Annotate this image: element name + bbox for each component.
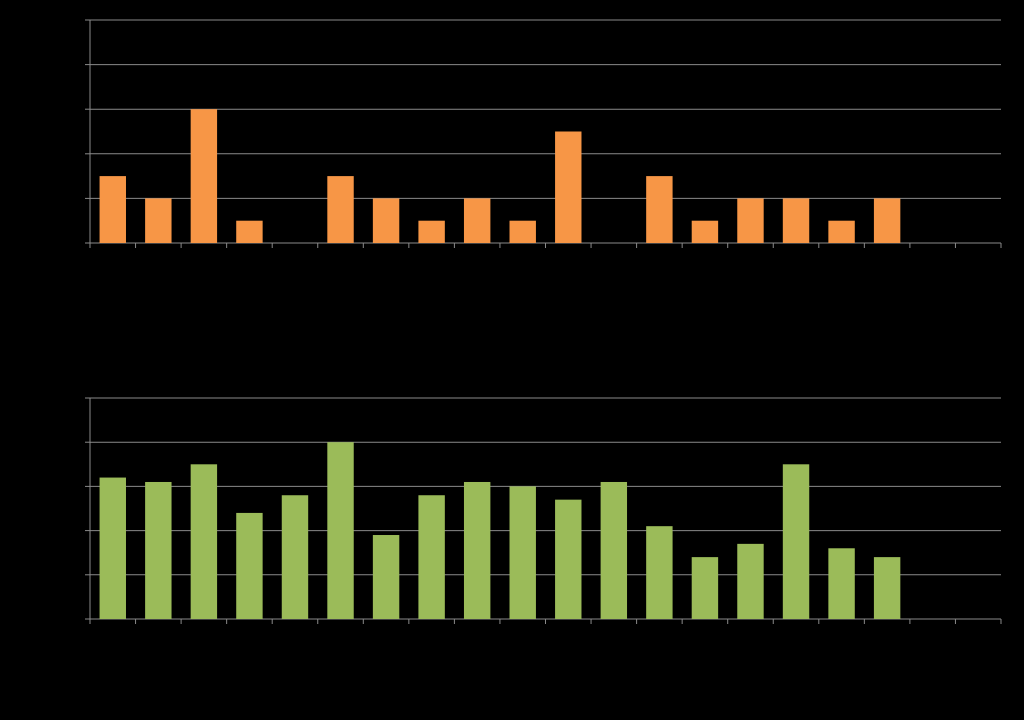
bar (236, 220, 263, 243)
bar (782, 464, 810, 619)
bar (737, 198, 764, 243)
bar (372, 198, 400, 243)
bar (418, 220, 445, 243)
bar (737, 543, 764, 619)
bar (691, 557, 719, 619)
bar (646, 526, 673, 619)
bar (463, 198, 491, 243)
bar (509, 220, 536, 243)
bar (281, 495, 309, 619)
bar (190, 109, 218, 243)
bar (99, 176, 126, 243)
bar (555, 499, 582, 619)
bar (327, 176, 354, 243)
bar (463, 481, 491, 619)
bar (646, 176, 673, 243)
bar (873, 198, 901, 243)
bar (509, 486, 536, 619)
bar (190, 464, 218, 619)
bar (145, 198, 172, 243)
bar (99, 477, 126, 619)
bar (691, 220, 719, 243)
bar (327, 442, 354, 619)
bar (600, 481, 628, 619)
bar (555, 131, 582, 243)
bar (828, 220, 855, 243)
bar (236, 512, 263, 619)
bar (372, 535, 400, 619)
bar (782, 198, 810, 243)
bar (873, 557, 901, 619)
bar (145, 481, 172, 619)
bar (828, 548, 855, 619)
bar (418, 495, 445, 619)
